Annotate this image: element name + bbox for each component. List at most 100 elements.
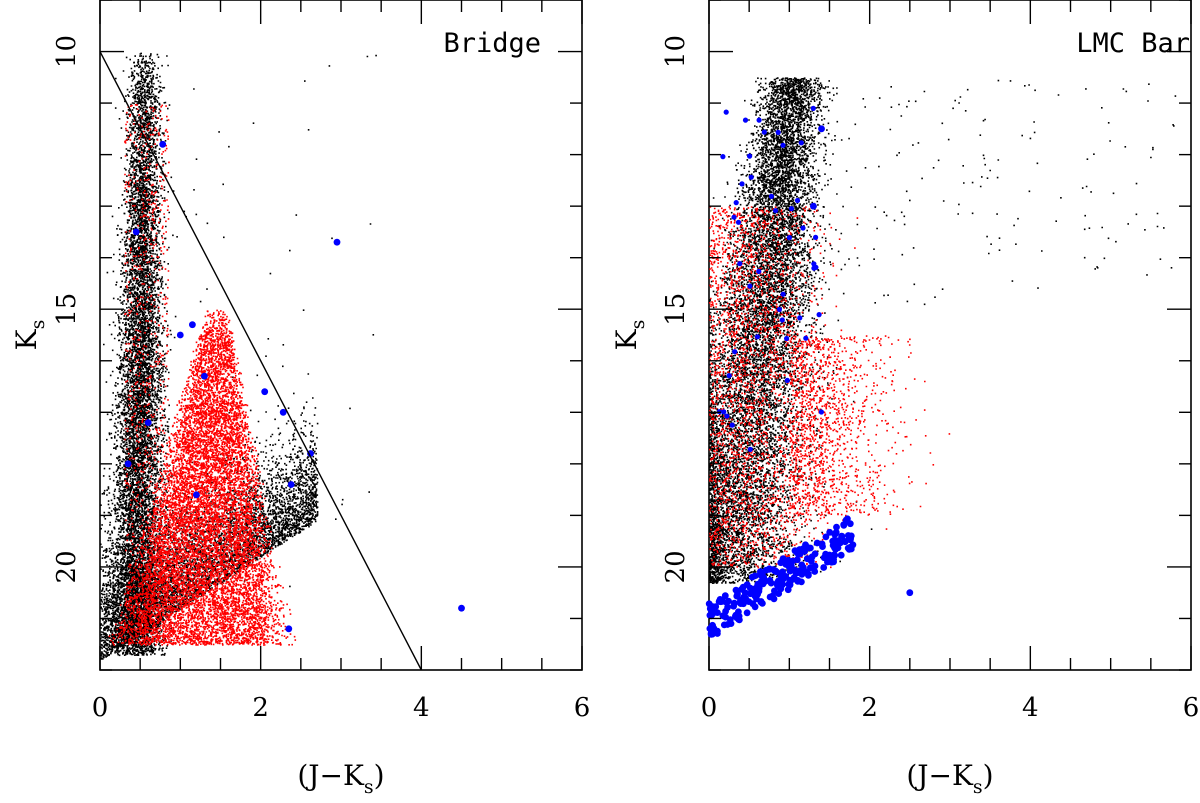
x-tick-label: 0 bbox=[92, 693, 109, 723]
scatter-point-blue bbox=[788, 206, 795, 212]
scatter-points-layer bbox=[705, 77, 1177, 638]
svg-text:Ks: Ks bbox=[10, 320, 49, 351]
scatter-point-blue bbox=[807, 557, 815, 565]
x-axis-label-close: ) bbox=[983, 759, 994, 792]
y-tick-label: 10 bbox=[52, 35, 82, 68]
scatter-population-red bbox=[709, 206, 951, 569]
scatter-point-blue bbox=[772, 567, 779, 575]
scatter-point-blue bbox=[775, 129, 781, 135]
y-tick-label: 20 bbox=[52, 550, 82, 583]
scatter-point-blue bbox=[793, 549, 801, 557]
scatter-point-blue bbox=[737, 261, 743, 267]
scatter-point-blue bbox=[748, 174, 754, 180]
scatter-point-blue bbox=[779, 317, 785, 323]
x-axis-label: (J−Ks) bbox=[906, 759, 993, 798]
y-axis-label-sub: s bbox=[27, 320, 49, 330]
scatter-point-blue bbox=[458, 604, 465, 612]
scatter-point-blue bbox=[287, 481, 295, 488]
scatter-points-layer bbox=[100, 52, 465, 660]
scatter-point-blue bbox=[754, 580, 762, 588]
scatter-point-blue bbox=[785, 580, 793, 588]
axis-ticks-layer: 0 2 4 6 10 15 20 bbox=[661, 0, 1199, 723]
scatter-point-blue bbox=[833, 523, 840, 531]
scatter-point-blue bbox=[772, 208, 779, 214]
scatter-point-blue bbox=[800, 564, 807, 571]
scatter-point-blue bbox=[201, 372, 208, 380]
scatter-point-blue bbox=[846, 543, 854, 551]
x-tick-label: 4 bbox=[413, 693, 430, 723]
scatter-point-blue bbox=[811, 550, 819, 558]
scatter-point-blue bbox=[176, 331, 184, 339]
scatter-point-blue bbox=[813, 264, 819, 270]
x-tick-label: 6 bbox=[1183, 693, 1200, 723]
selection-line bbox=[99, 51, 422, 671]
scatter-point-blue bbox=[261, 388, 269, 396]
scatter-point-blue bbox=[816, 312, 822, 318]
scatter-point-blue bbox=[813, 234, 819, 240]
x-axis-label: (J−Ks) bbox=[297, 759, 384, 798]
scatter-point-blue bbox=[760, 574, 768, 581]
scatter-point-blue bbox=[847, 534, 854, 542]
scatter-point-blue bbox=[730, 599, 738, 607]
x-axis-label-main: (J−K bbox=[906, 759, 974, 792]
scatter-point-blue bbox=[740, 593, 747, 601]
scatter-point-blue bbox=[742, 117, 749, 123]
scatter-point-blue bbox=[754, 590, 761, 598]
scatter-point-blue bbox=[794, 578, 802, 585]
scatter-point-blue bbox=[144, 419, 152, 426]
x-axis-label-main: (J−K bbox=[297, 759, 365, 792]
panel-label: Bridge bbox=[443, 28, 541, 59]
scatter-point-blue bbox=[709, 621, 716, 629]
scatter-population-black bbox=[100, 52, 377, 660]
scatter-point-blue bbox=[710, 609, 718, 616]
scatter-point-blue bbox=[810, 105, 816, 111]
scatter-point-blue bbox=[803, 335, 809, 341]
scatter-point-blue bbox=[762, 566, 770, 574]
scatter-point-blue bbox=[906, 589, 914, 597]
scatter-point-blue bbox=[822, 533, 830, 541]
scatter-point-blue bbox=[840, 521, 848, 528]
scatter-point-blue bbox=[722, 607, 729, 615]
scatter-point-blue bbox=[746, 584, 754, 592]
scatter-point-blue bbox=[831, 531, 839, 538]
y-tick-label: 20 bbox=[661, 550, 691, 583]
scatter-point-blue bbox=[747, 283, 753, 289]
scatter-point-blue bbox=[759, 600, 766, 607]
scatter-point-blue bbox=[720, 154, 726, 160]
scatter-point-blue bbox=[820, 564, 828, 571]
scatter-point-blue bbox=[279, 408, 287, 416]
scatter-point-blue bbox=[826, 528, 834, 536]
scatter-point-blue bbox=[754, 334, 761, 340]
scatter-point-blue bbox=[712, 603, 720, 610]
scatter-point-blue bbox=[831, 544, 838, 551]
scatter-point-blue bbox=[761, 129, 767, 135]
scatter-point-blue bbox=[780, 291, 786, 297]
scatter-point-blue bbox=[723, 109, 729, 115]
scatter-point-blue bbox=[802, 541, 809, 549]
scatter-point-blue bbox=[786, 563, 794, 571]
scatter-point-blue bbox=[797, 315, 803, 321]
scatter-point-blue bbox=[740, 600, 747, 608]
x-tick-label: 6 bbox=[574, 693, 591, 723]
scatter-point-blue bbox=[835, 537, 842, 545]
x-axis-label-close: ) bbox=[374, 759, 385, 792]
x-axis-label-sub: s bbox=[364, 776, 374, 798]
scatter-population-black bbox=[709, 77, 1177, 585]
scatter-point-blue bbox=[193, 491, 200, 499]
scatter-point-blue bbox=[800, 225, 806, 231]
scatter-point-blue bbox=[759, 580, 767, 588]
y-axis-label-main: K bbox=[610, 328, 643, 350]
scatter-population-red bbox=[108, 104, 297, 646]
scatter-point-blue bbox=[807, 544, 814, 552]
scatter-point-blue bbox=[732, 586, 740, 594]
x-tick-label: 4 bbox=[1022, 693, 1039, 723]
svg-text:Ks: Ks bbox=[610, 320, 649, 351]
scatter-point-blue bbox=[739, 181, 745, 187]
scatter-point-blue bbox=[824, 558, 831, 566]
scatter-point-blue bbox=[747, 446, 753, 452]
scatter-point-blue bbox=[724, 413, 730, 419]
scatter-point-blue bbox=[771, 587, 778, 595]
scatter-point-blue bbox=[732, 349, 738, 355]
scatter-point-blue bbox=[733, 592, 741, 600]
